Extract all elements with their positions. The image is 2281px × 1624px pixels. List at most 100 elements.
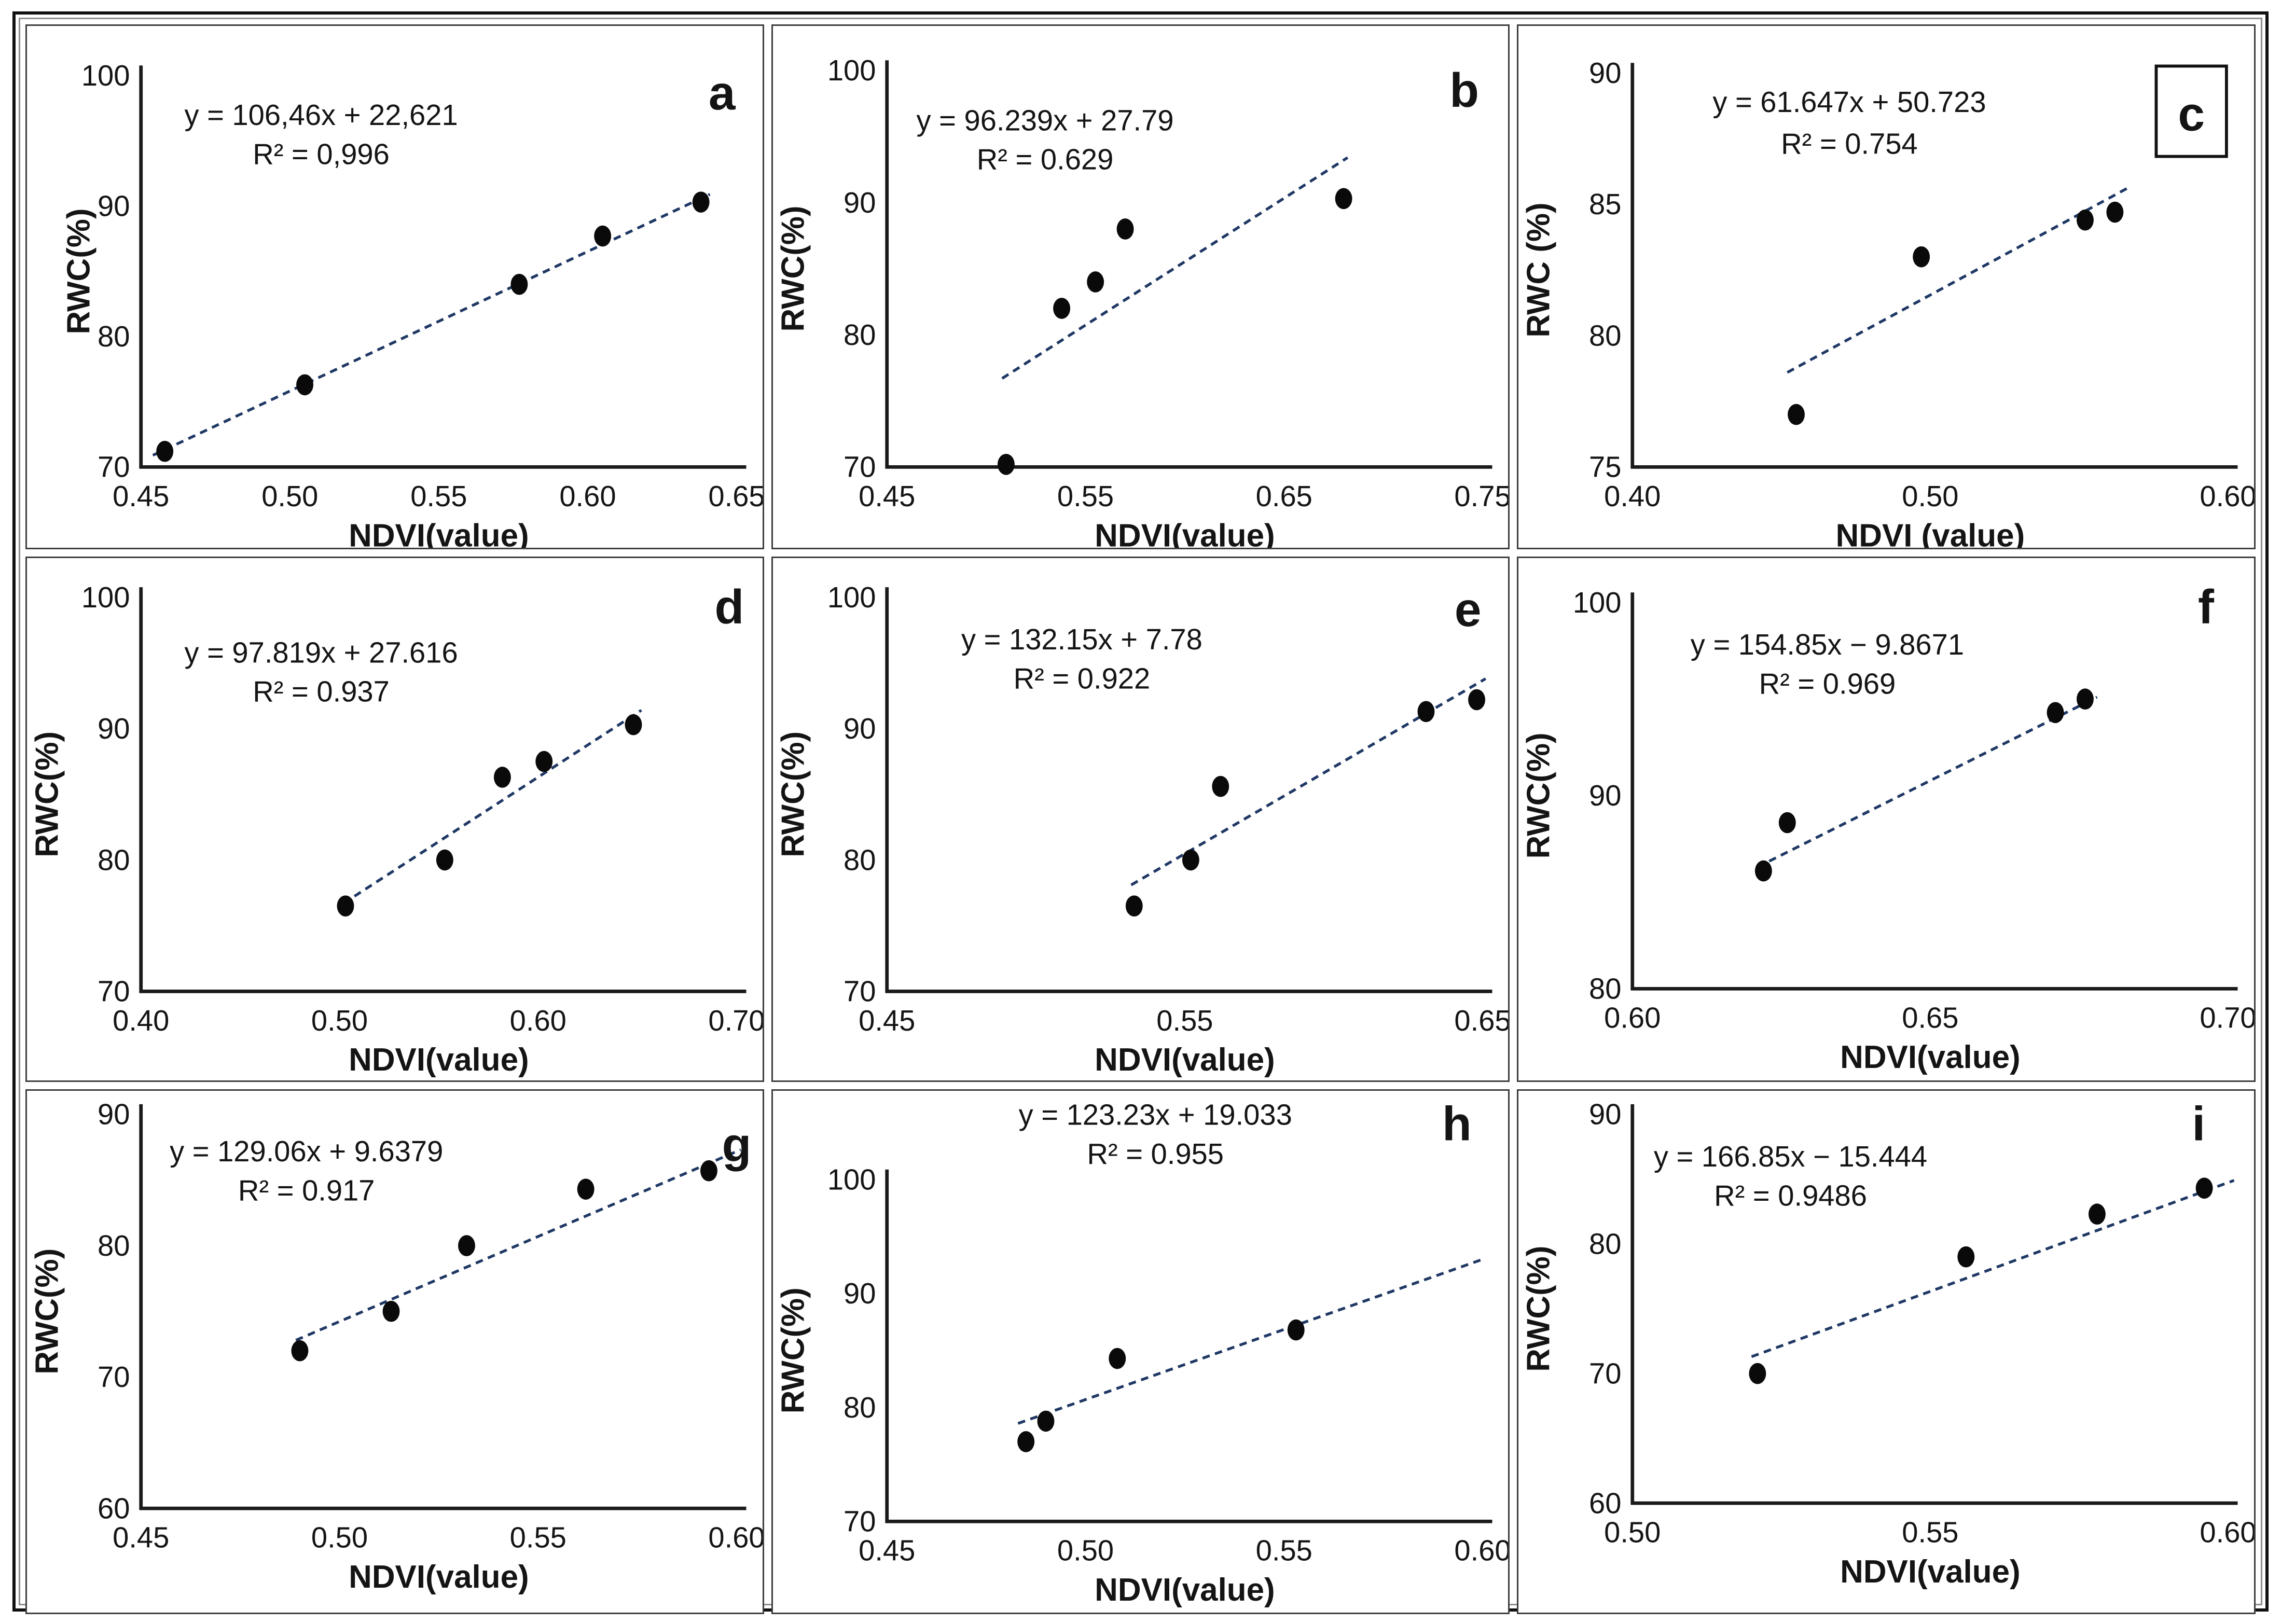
data-point xyxy=(1125,895,1143,917)
x-tick-label: 0.60 xyxy=(708,1521,762,1553)
panel-letter: g xyxy=(722,1118,752,1172)
data-point xyxy=(535,751,553,772)
y-tick-label: 70 xyxy=(844,451,876,483)
data-point xyxy=(1335,188,1352,210)
y-tick-label: 90 xyxy=(98,712,130,745)
panel-letter: h xyxy=(1442,1096,1472,1150)
data-point xyxy=(458,1235,475,1256)
x-tick-label: 0.65 xyxy=(708,480,762,512)
data-point xyxy=(1779,812,1796,834)
x-tick-label: 0.70 xyxy=(708,1004,762,1037)
trend-line xyxy=(1751,1179,2235,1358)
data-point xyxy=(594,225,612,247)
equation-label: y = 132.15x + 7.78 xyxy=(961,623,1202,656)
data-point xyxy=(291,1340,309,1362)
y-tick-label: 80 xyxy=(98,1229,130,1262)
x-tick-label: 0.75 xyxy=(1454,480,1508,512)
scatter-chart-c: 75 80 85 90 0.40 0.50 0.60 NDVI (value) RWC (%) y… xyxy=(1521,57,2254,548)
equation-label: y = 106,46x + 22,621 xyxy=(184,99,458,131)
panel-letter-box xyxy=(2154,64,2229,158)
y-tick-label: 70 xyxy=(844,975,876,1008)
y-tick-label: 70 xyxy=(98,1361,130,1393)
x-tick-label: 0.45 xyxy=(859,480,915,512)
y-tick-label: 90 xyxy=(844,186,876,219)
equation-label: y = 61.647x + 50.723 xyxy=(1713,86,1986,118)
x-axis-title: NDVI(value) xyxy=(1840,1040,2021,1076)
data-points xyxy=(1755,688,2094,882)
data-points xyxy=(337,714,642,917)
y-tick-label: 90 xyxy=(1589,780,1621,812)
data-point xyxy=(2089,1203,2106,1225)
data-point xyxy=(1182,850,1199,871)
chart-panel-d: 70 80 90 100 0.40 0.50 0.60 0.70 NDVI(value) RWC(… xyxy=(25,557,764,1082)
data-points xyxy=(1017,1319,1305,1452)
r2-label: R² = 0.922 xyxy=(1013,662,1150,695)
data-point xyxy=(1053,298,1070,319)
scatter-chart-g: 60 70 80 90 0.45 0.50 0.55 0.60 NDVI(value) RWC(%… xyxy=(30,1098,763,1594)
x-tick-label: 0.40 xyxy=(113,1004,169,1037)
data-point xyxy=(1017,1431,1034,1452)
x-tick-label: 0.45 xyxy=(113,1521,169,1553)
y-axis-title: RWC(%) xyxy=(1521,1245,1557,1371)
scatter-chart-f: 80 90 100 0.60 0.65 0.70 NDVI(value) RWC(%) y = … xyxy=(1521,580,2254,1076)
data-point xyxy=(692,191,710,213)
data-point xyxy=(1755,860,1773,882)
y-tick-label: 80 xyxy=(98,844,130,877)
panel-letter: e xyxy=(1455,582,1482,636)
figure-inner-border: 70 80 90 100 0.45 0.50 0.55 0.60 0.65 NDVI(value)… xyxy=(19,18,2262,1615)
x-tick-label: 0.60 xyxy=(2200,480,2254,512)
x-tick-label: 0.65 xyxy=(1902,1002,1959,1034)
x-tick-label: 0.50 xyxy=(1902,480,1959,512)
data-points xyxy=(156,191,710,462)
equation-label: y = 96.239x + 27.79 xyxy=(916,104,1173,136)
x-tick-label: 0.45 xyxy=(113,480,169,512)
x-tick-label: 0.50 xyxy=(311,1521,368,1553)
panel-letter: i xyxy=(2192,1096,2206,1150)
y-tick-label: 90 xyxy=(98,190,130,223)
scatter-chart-b: 70 80 90 100 0.45 0.55 0.65 0.75 NDVI(value) RWC(… xyxy=(775,54,1508,548)
x-axis-title: NDVI(value) xyxy=(1840,1554,2021,1590)
data-point xyxy=(337,895,354,917)
data-point xyxy=(2195,1177,2213,1199)
y-axis-title: RWC(%) xyxy=(30,731,65,857)
y-axis-title: RWC(%) xyxy=(775,205,811,331)
trend-line xyxy=(152,193,711,457)
x-tick-label: 0.65 xyxy=(1454,1004,1508,1037)
x-axis-title: NDVI(value) xyxy=(349,1043,529,1078)
x-tick-label: 0.60 xyxy=(1454,1534,1508,1567)
x-axis-title: NDVI(value) xyxy=(1095,1043,1275,1078)
scatter-chart-i: 60 70 80 90 0.50 0.55 0.60 NDVI(value) RWC(%) y =… xyxy=(1521,1096,2254,1590)
y-tick-label: 100 xyxy=(827,1163,876,1196)
r2-label: R² = 0.969 xyxy=(1759,668,1896,700)
data-point xyxy=(510,273,528,295)
y-tick-label: 80 xyxy=(98,320,130,353)
trend-line xyxy=(1001,156,1348,380)
chart-panel-f: 80 90 100 0.60 0.65 0.70 NDVI(value) RWC(%) y = … xyxy=(1517,557,2256,1082)
y-tick-label: 70 xyxy=(1589,1357,1621,1390)
data-points xyxy=(1788,201,2124,425)
x-tick-label: 0.55 xyxy=(410,480,467,512)
equation-label: y = 154.85x − 9.8671 xyxy=(1691,629,1964,661)
y-tick-label: 100 xyxy=(81,581,130,614)
data-point xyxy=(156,440,174,462)
data-points xyxy=(1749,1177,2213,1384)
x-tick-label: 0.60 xyxy=(1604,1002,1661,1034)
panel-letter: d xyxy=(714,580,744,634)
chart-grid: 70 80 90 100 0.45 0.50 0.55 0.60 0.65 NDVI(value)… xyxy=(25,24,2256,1615)
r2-label: R² = 0.629 xyxy=(976,143,1113,176)
y-tick-label: 80 xyxy=(1589,319,1621,352)
data-point xyxy=(1957,1246,1975,1268)
data-point xyxy=(1287,1319,1305,1341)
data-point xyxy=(2077,209,2094,231)
data-point xyxy=(382,1300,400,1322)
scatter-chart-d: 70 80 90 100 0.40 0.50 0.60 0.70 NDVI(value) RWC(… xyxy=(30,580,763,1078)
data-point xyxy=(625,714,642,735)
y-tick-label: 60 xyxy=(1589,1487,1621,1519)
panel-letter: b xyxy=(1449,63,1479,117)
x-tick-label: 0.60 xyxy=(2200,1516,2254,1548)
x-tick-label: 0.55 xyxy=(1255,1534,1312,1567)
panel-letter: a xyxy=(709,66,736,120)
data-point xyxy=(296,374,313,396)
y-tick-label: 80 xyxy=(1589,973,1621,1005)
y-tick-label: 90 xyxy=(98,1098,130,1130)
